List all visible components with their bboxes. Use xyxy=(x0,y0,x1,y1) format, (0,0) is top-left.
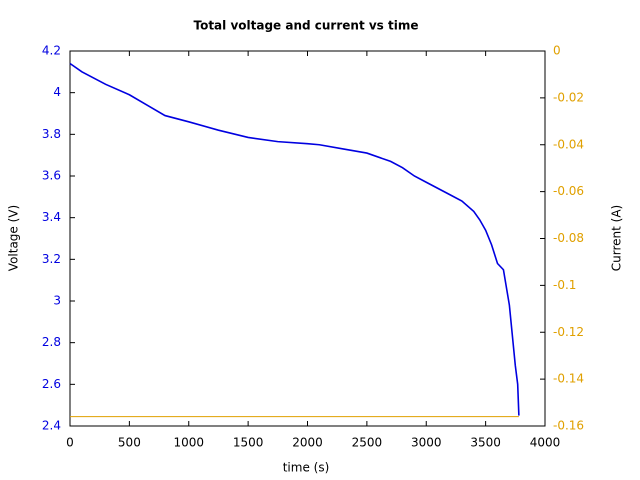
x-tick-label: 3000 xyxy=(411,436,442,450)
y-axis-label: Voltage (V) xyxy=(7,205,21,271)
x-tick-label: 3500 xyxy=(470,436,501,450)
x-axis-label: time (s) xyxy=(283,461,330,475)
y2-tick-label: -0.06 xyxy=(553,184,584,198)
y-tick-label: 3.4 xyxy=(42,210,61,224)
y-tick-label: 3.6 xyxy=(42,169,61,183)
y2-tick-label: 0 xyxy=(553,44,561,58)
x-tick-label: 4000 xyxy=(530,436,561,450)
chart-title: Total voltage and current vs time xyxy=(193,19,418,33)
y2-tick-label: -0.12 xyxy=(553,325,584,339)
y-tick-label: 3.8 xyxy=(42,127,61,141)
y2-tick-label: -0.02 xyxy=(553,90,584,104)
y2-tick-label: -0.08 xyxy=(553,231,584,245)
y-tick-label: 4.2 xyxy=(42,44,61,58)
y2-axis-label: Current (A) xyxy=(610,205,624,271)
x-tick-label: 500 xyxy=(118,436,141,450)
plot-frame xyxy=(69,50,546,427)
x-tick-label: 1000 xyxy=(173,436,204,450)
x-tick-label: 1500 xyxy=(233,436,264,450)
x-tick-label: 0 xyxy=(66,436,74,450)
y-tick-label: 4 xyxy=(53,85,61,99)
y2-tick-label: -0.16 xyxy=(553,419,584,433)
y-tick-label: 2.8 xyxy=(42,335,61,349)
series-line xyxy=(69,62,520,416)
x-tick-label: 2000 xyxy=(292,436,323,450)
y-tick-label: 3 xyxy=(53,294,61,308)
y2-tick-label: -0.04 xyxy=(553,137,584,151)
y2-tick-label: -0.1 xyxy=(553,278,576,292)
y-tick-label: 3.2 xyxy=(42,252,61,266)
y-tick-label: 2.6 xyxy=(42,377,61,391)
y-tick-label: 2.4 xyxy=(42,419,61,433)
x-tick-label: 2500 xyxy=(352,436,383,450)
y2-tick-label: -0.14 xyxy=(553,372,584,386)
